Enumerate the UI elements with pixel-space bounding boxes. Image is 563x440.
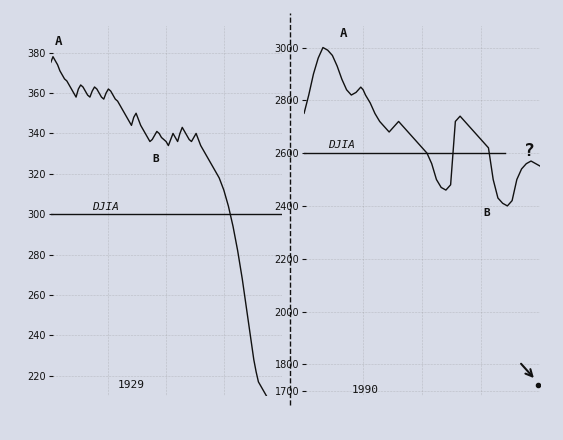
Text: B: B [152, 154, 159, 164]
Text: DJIA: DJIA [328, 140, 355, 150]
Text: ?: ? [524, 142, 535, 160]
Text: B: B [484, 209, 490, 219]
Text: 1929: 1929 [118, 380, 145, 390]
Text: 1990: 1990 [351, 385, 378, 396]
Text: DJIA: DJIA [92, 202, 119, 212]
Text: A: A [55, 35, 63, 48]
Text: A: A [339, 27, 347, 40]
